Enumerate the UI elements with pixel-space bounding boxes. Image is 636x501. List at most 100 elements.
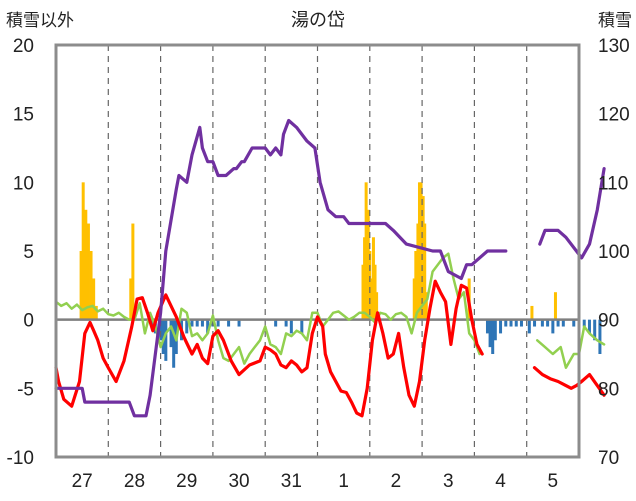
precip-bar	[553, 292, 557, 320]
right-tick-label: 100	[598, 242, 630, 263]
precip-bar	[424, 292, 428, 320]
precip-bar	[414, 251, 418, 320]
temperature-segment2-line	[532, 366, 606, 397]
left-tick-label: 10	[13, 173, 34, 194]
left-tick-label: 15	[13, 105, 34, 126]
x-tick-label: 5	[548, 471, 559, 492]
x-tick-label: 3	[443, 471, 454, 492]
precip-bar	[84, 209, 88, 320]
negative-bar	[216, 319, 220, 327]
precip-bar	[89, 251, 93, 320]
right-tick-label: 90	[598, 311, 619, 332]
negative-bar	[190, 319, 194, 327]
precip-bar	[361, 264, 365, 320]
precip-bar	[419, 182, 423, 320]
negative-bar	[504, 319, 508, 327]
negative-bar	[172, 319, 176, 368]
x-tick-label: 31	[281, 471, 302, 492]
precip-bar	[421, 196, 425, 320]
right-tick-label: 130	[598, 36, 630, 57]
plot-frame	[54, 43, 581, 459]
negative-bar	[572, 319, 576, 327]
precip-bar	[423, 223, 427, 320]
right-tick-label: 120	[598, 105, 630, 126]
negative-bar	[227, 319, 231, 327]
precip-bar	[368, 251, 372, 320]
precip-bar	[363, 237, 367, 320]
precip-bar	[129, 278, 133, 320]
negative-bar	[195, 319, 199, 327]
chart-title: 湯の岱	[291, 10, 345, 30]
negative-bar	[289, 319, 293, 334]
negative-bar	[593, 319, 597, 341]
negative-bar	[274, 319, 278, 327]
snow-depth-line	[54, 118, 508, 418]
left-tick-label: 20	[13, 36, 34, 57]
precip-bar	[416, 223, 420, 320]
negative-bar	[546, 319, 550, 327]
precip-bar	[81, 182, 85, 320]
negative-bar	[493, 319, 497, 341]
negative-bar	[582, 319, 586, 327]
negative-bar	[488, 319, 492, 348]
precip-bar	[375, 292, 379, 320]
x-tick-label: 29	[176, 471, 197, 492]
left-tick-label: -5	[17, 379, 34, 400]
precip-bar	[79, 251, 83, 320]
precip-bar	[417, 182, 421, 320]
negative-bar	[509, 319, 513, 327]
negative-bar	[206, 319, 210, 334]
precip-bar	[92, 278, 96, 320]
left-tick-label: 5	[23, 242, 34, 263]
x-tick-label: 28	[124, 471, 145, 492]
precip-bar	[371, 237, 375, 320]
precip-bar	[131, 223, 135, 320]
negative-bar	[284, 319, 288, 327]
negative-bar	[551, 319, 555, 334]
dewpoint-line	[54, 252, 481, 365]
negative-bar	[237, 319, 241, 327]
negative-bar	[300, 319, 304, 334]
negative-bar	[533, 319, 537, 327]
negative-bar	[519, 319, 523, 327]
left-axis-label: 積雪以外	[6, 11, 74, 30]
snow-depth-segment2-line	[538, 167, 606, 260]
precip-bar	[86, 223, 90, 320]
negative-bar	[169, 319, 173, 348]
negative-bar	[556, 319, 560, 327]
precip-bar	[373, 264, 377, 320]
negative-bar	[587, 319, 591, 334]
negative-bar	[499, 319, 503, 334]
negative-bar	[540, 319, 544, 327]
x-tick-label: 1	[338, 471, 349, 492]
x-tick-label: 4	[495, 471, 506, 492]
precip-bar	[369, 278, 373, 320]
x-tick-label: 30	[228, 471, 249, 492]
negative-bar	[491, 319, 495, 354]
precip-bar	[364, 182, 368, 320]
series-lines	[54, 118, 606, 418]
negative-bar	[159, 319, 163, 341]
negative-bar	[200, 319, 204, 327]
precip-bar	[530, 305, 534, 320]
x-tick-label: 27	[72, 471, 93, 492]
precip-bar	[94, 305, 98, 320]
precip-bar	[366, 209, 370, 320]
right-tick-label: 80	[598, 379, 619, 400]
right-tick-label: 110	[598, 173, 628, 194]
negative-bar	[527, 319, 531, 334]
negative-bar	[514, 319, 518, 327]
left-tick-label: 0	[23, 311, 34, 332]
negative-bar	[485, 319, 489, 334]
precip-bar	[412, 278, 416, 320]
temperature-line	[54, 279, 484, 418]
x-tick-label: 2	[391, 471, 402, 492]
right-axis-label: 積雪	[598, 11, 632, 30]
right-tick-label: 70	[598, 448, 619, 469]
negative-bar	[598, 319, 602, 354]
negative-bar	[185, 319, 189, 334]
dewpoint-segment2-line	[535, 325, 606, 369]
negative-bar	[164, 319, 168, 361]
